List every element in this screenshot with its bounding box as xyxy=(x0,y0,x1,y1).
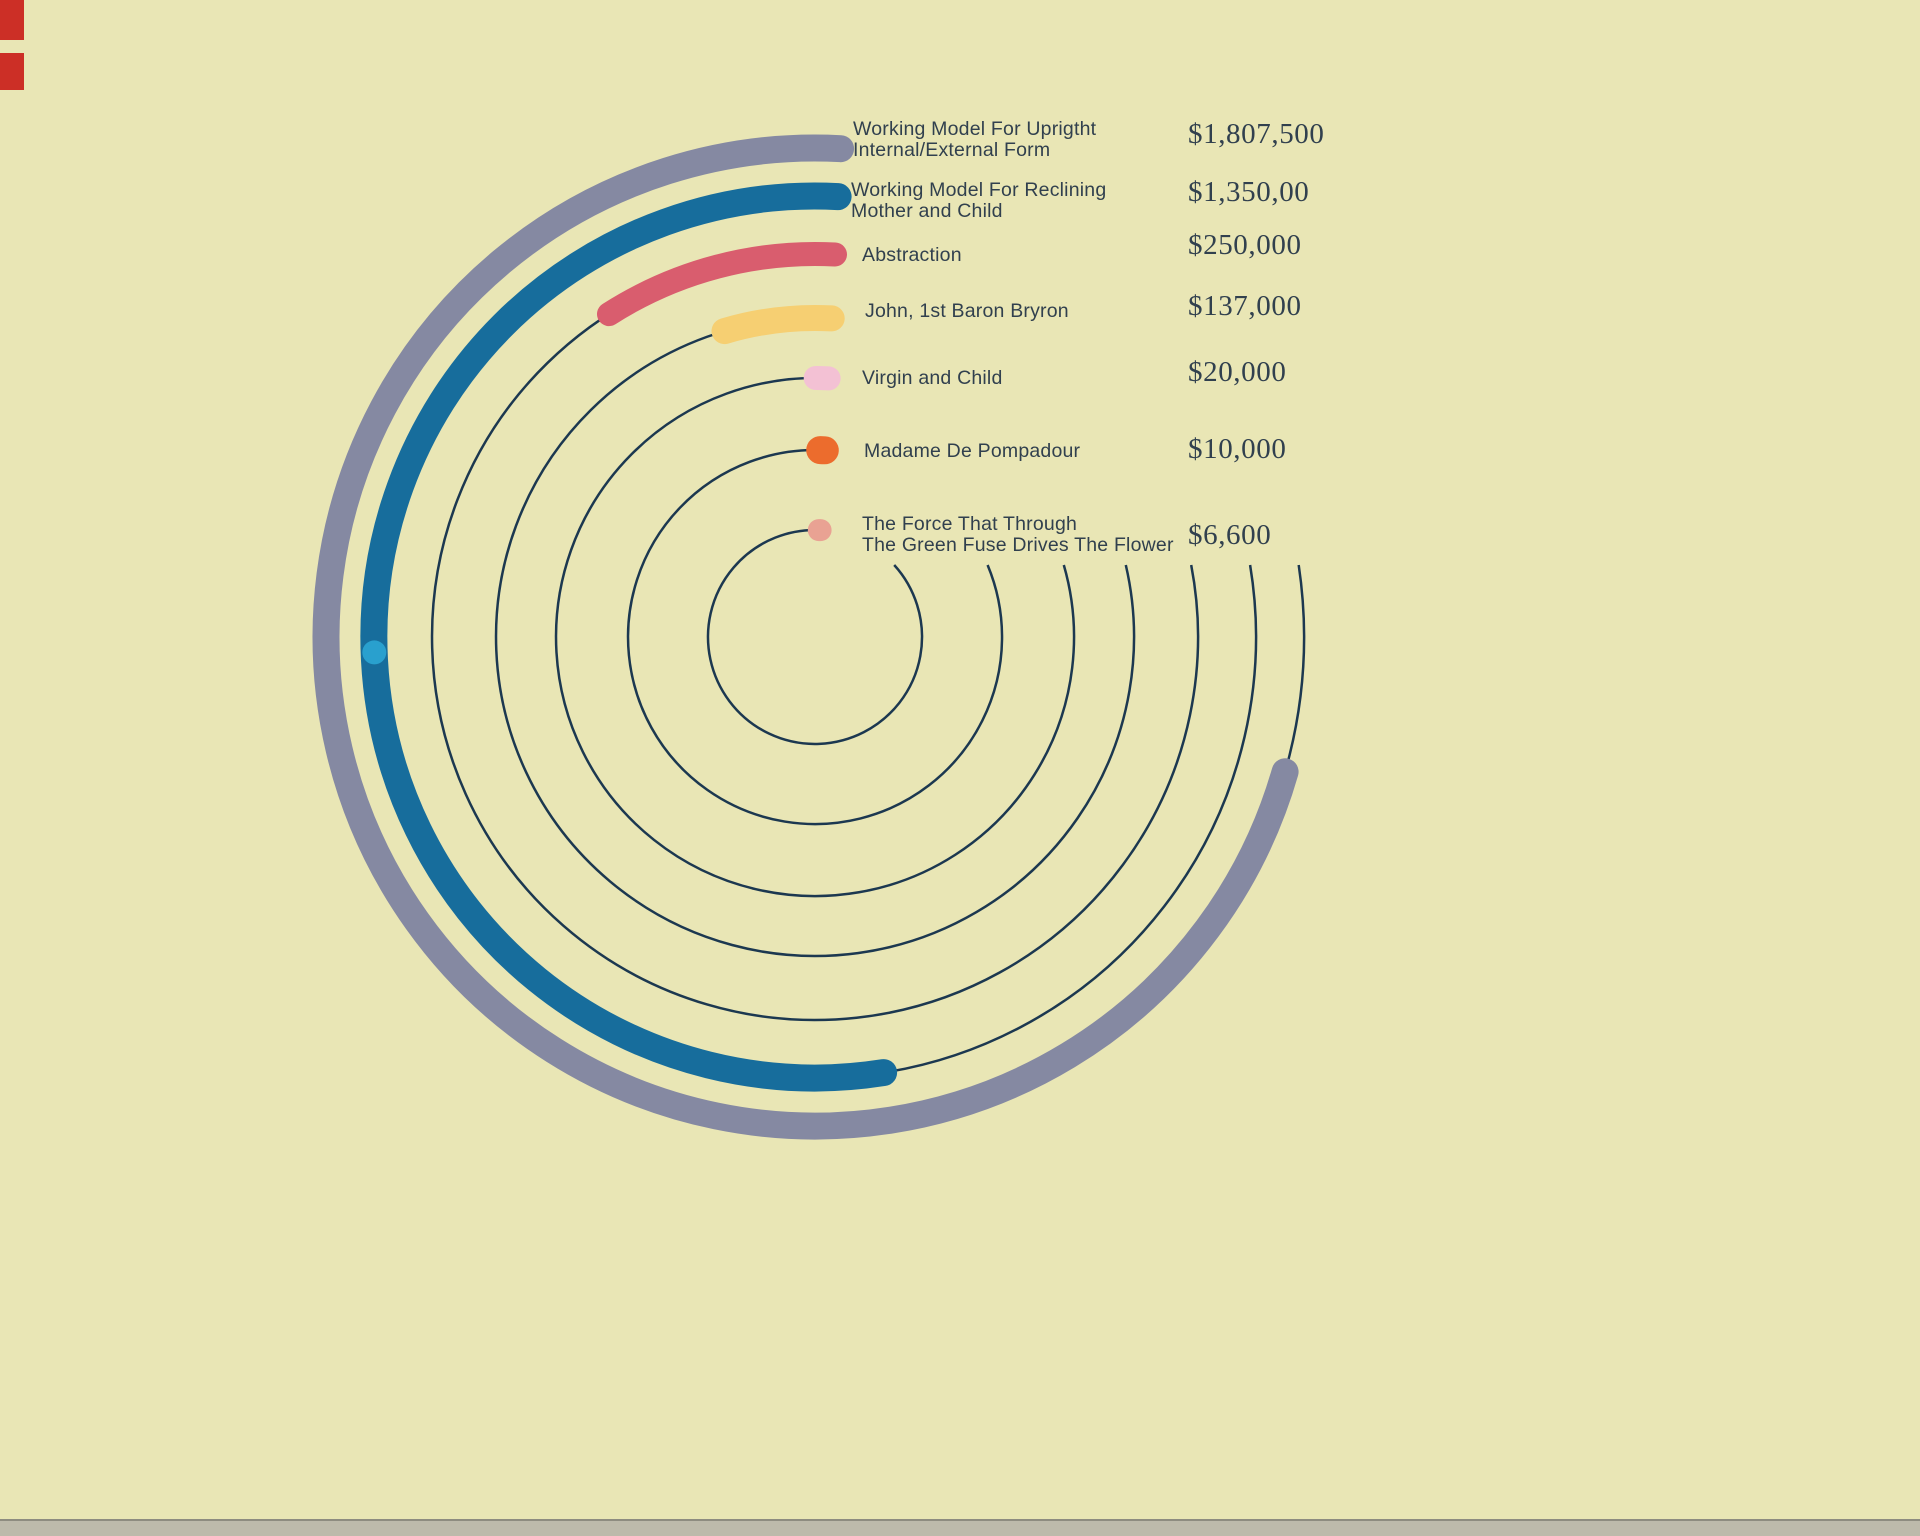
ring-label-line: Virgin and Child xyxy=(862,367,1003,389)
ring-label-3: John, 1st Baron Bryron xyxy=(865,301,1069,322)
ring-label-line: The Green Fuse Drives The Flower xyxy=(862,534,1174,556)
ring-value-6: $6,600 xyxy=(1188,519,1272,551)
ring-label-5: Madame De Pompadour xyxy=(864,441,1080,462)
ring-label-line: Internal/External Form xyxy=(853,139,1051,161)
ring-label-6: The Force That Through The Green Fuse Dr… xyxy=(862,514,1174,556)
ring-track-5 xyxy=(626,448,1004,826)
ring-track-2 xyxy=(430,252,1200,1022)
ring-value-1: $1,350,00 xyxy=(1188,176,1310,208)
ring-label-0: Working Model For Uprigtht Internal/Exte… xyxy=(853,119,1096,161)
ring-track-4 xyxy=(554,376,1076,898)
ring-value-2: $250,000 xyxy=(1188,229,1302,261)
ring-label-line: Mother and Child xyxy=(851,200,1003,222)
ring-label-line: Working Model For Uprigtht xyxy=(853,118,1097,140)
ring-value-3: $137,000 xyxy=(1188,290,1302,322)
ring-label-4: Virgin and Child xyxy=(862,368,1003,389)
ring-value-0: $1,807,500 xyxy=(1188,118,1325,150)
ring-label-line: Madame De Pompadour xyxy=(864,440,1081,462)
ring-arc-2 xyxy=(597,242,847,327)
ring-value-5: $10,000 xyxy=(1188,433,1287,465)
ring-arc-3 xyxy=(711,304,845,345)
corner-mark xyxy=(0,0,24,40)
corner-mark xyxy=(0,53,24,90)
ring-label-line: John, 1st Baron Bryron xyxy=(865,300,1069,322)
ring-track-3 xyxy=(494,316,1136,958)
accent-dot xyxy=(362,640,387,665)
ring-label-line: Working Model For Reclining xyxy=(851,179,1107,201)
ring-label-line: The Force That Through xyxy=(862,513,1078,535)
ring-label-line: Abstraction xyxy=(862,244,962,266)
ring-label-2: Abstraction xyxy=(862,245,962,266)
page-bottom-edge xyxy=(0,1519,1920,1536)
ring-track-6 xyxy=(706,528,924,746)
ring-value-4: $20,000 xyxy=(1188,356,1287,388)
ring-label-1: Working Model For Reclining Mother and C… xyxy=(851,180,1106,222)
ring-arc-0 xyxy=(312,134,1299,1140)
